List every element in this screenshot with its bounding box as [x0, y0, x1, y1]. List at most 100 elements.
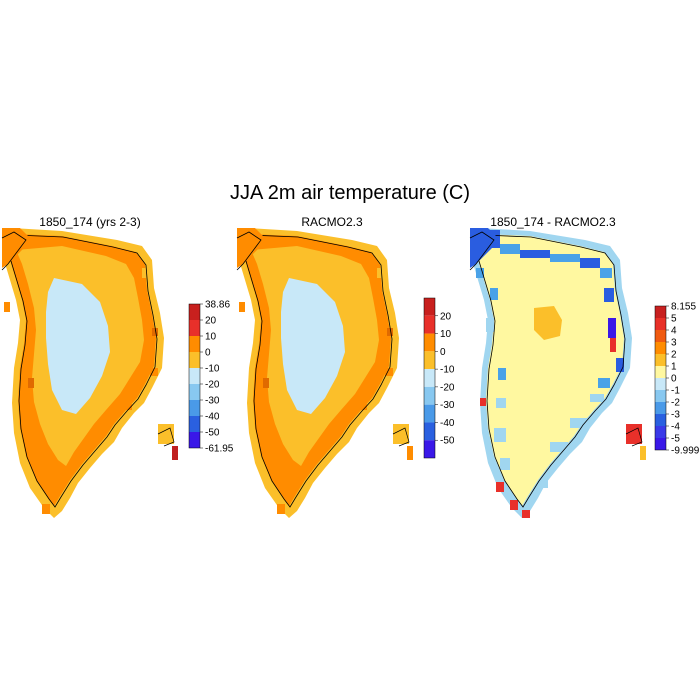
colorbar-tick-label: -4: [671, 422, 680, 433]
colorbar-frame: [188, 303, 201, 449]
grid-cell: [590, 394, 604, 402]
colorbar-swatch: [189, 432, 200, 448]
grid-cell: [550, 442, 568, 452]
grid-cell: [152, 328, 158, 336]
coastline: [243, 234, 393, 508]
colorbar-racmo: 20 10 0 -10 -20 -30 -40 -50: [423, 297, 455, 459]
colorbar-swatch: [655, 378, 666, 390]
colorbar-tick-label: 1: [671, 362, 677, 373]
colorbar-swatch: [655, 426, 666, 438]
grid-cell: [522, 510, 530, 518]
colorbar-swatch: [655, 414, 666, 426]
colorbar-tick-label: 10: [440, 329, 452, 340]
ellesmere-land: [2, 228, 32, 268]
east-island-coast: [392, 427, 410, 447]
colorbar-swatch: [189, 336, 200, 352]
colorbar-tick-label: -5: [671, 434, 680, 445]
colorbar-tick-label: -10: [205, 364, 220, 375]
grid-cell: [361, 404, 367, 410]
colorbar-swatch: [189, 304, 200, 320]
colorbar-swatch: [655, 318, 666, 330]
grid-cell: [486, 318, 494, 332]
colorbar-tick-label: 0: [440, 347, 446, 358]
colorbar-tick-label: -50: [440, 436, 455, 447]
east-island-edge: [172, 446, 178, 460]
colorbar-tick-label: -30: [205, 396, 220, 407]
colorbar-swatch: [189, 352, 200, 368]
colorbar-swatch: [424, 386, 435, 405]
colorbar-tick-label: -40: [205, 412, 220, 423]
coastline: [476, 234, 626, 508]
grid-cell: [608, 318, 616, 338]
grid-cell: [239, 302, 245, 312]
ellesmere-coast: [469, 231, 495, 271]
east-island-edge: [407, 446, 413, 460]
map-panel-difference: [469, 228, 646, 518]
colorbar-tick-label: 5: [671, 314, 677, 325]
colorbar-tick-label: 2: [671, 350, 677, 361]
grid-cell: [4, 302, 10, 312]
colorbar-swatch: [424, 333, 435, 352]
colorbar-tick-label: 0: [205, 348, 211, 359]
grid-cell: [490, 288, 498, 300]
grid-cell: [142, 268, 150, 278]
colorbar-swatch: [189, 320, 200, 336]
colorbar-tick-label: -20: [440, 382, 455, 393]
east-island-coast: [625, 427, 643, 447]
colorbar-tick-label: -9.999: [671, 446, 700, 457]
grid-cell: [616, 358, 624, 372]
colorbar-tick-label: 38.86: [205, 300, 230, 311]
ice-core: [514, 278, 578, 414]
grid-cell: [150, 368, 158, 376]
colorbar-swatch: [189, 384, 200, 400]
grid-cell: [126, 404, 132, 410]
panel-title-racmo: RACMO2.3: [301, 215, 363, 229]
grid-cell: [377, 268, 385, 278]
colorbar-frame: [423, 297, 436, 459]
grid-cell: [598, 378, 610, 388]
colorbar-swatch: [655, 330, 666, 342]
ellesmere-coast: [236, 231, 262, 271]
colorbar-swatch: [424, 298, 435, 316]
grid-cell: [550, 254, 580, 262]
grid-cell: [498, 368, 506, 380]
coastline: [8, 234, 158, 508]
grid-cell: [387, 328, 393, 336]
colorbar-swatch: [655, 366, 666, 378]
map-panel-model: [1, 228, 178, 518]
panel-title-model: 1850_174 (yrs 2-3): [39, 215, 141, 229]
colorbar-model: 38.86 20 10 0 -10 -20 -30 -40 -50 -61.95: [188, 300, 234, 455]
colorbar-tick-label: -1: [671, 386, 680, 397]
grid-cell: [540, 478, 548, 488]
colorbar-swatch: [424, 422, 435, 441]
grid-cell: [610, 338, 616, 352]
grid-cell: [476, 268, 484, 278]
colorbar-tick-label: 10: [205, 332, 217, 343]
colorbar-swatch: [655, 306, 666, 318]
colorbar-tick-label: 20: [440, 311, 452, 322]
grid-cell: [600, 268, 612, 278]
grid-cell: [42, 504, 50, 514]
colorbar-tick-label: -61.95: [205, 444, 234, 455]
grid-cell: [385, 368, 393, 376]
grid-cell: [263, 378, 269, 388]
grid-cell: [480, 398, 486, 406]
grid-cell: [496, 398, 506, 408]
colorbar-swatch: [655, 354, 666, 366]
colorbar-tick-label: -50: [205, 428, 220, 439]
colorbar-swatch: [424, 440, 435, 458]
grid-cell: [277, 504, 285, 514]
grid-cell: [496, 482, 504, 492]
colorbar-tick-label: -3: [671, 410, 680, 421]
grid-cell: [28, 378, 34, 388]
colorbar-swatch: [189, 400, 200, 416]
colorbar-tick-label: -2: [671, 398, 680, 409]
figure-title: JJA 2m air temperature (C): [229, 182, 471, 204]
colorbar-swatch: [424, 369, 435, 387]
east-island-coast: [157, 427, 175, 447]
colorbar-swatch: [424, 351, 435, 370]
grid-cell: [570, 418, 590, 428]
panel-title-difference: 1850_174 - RACMO2.3: [490, 215, 616, 229]
